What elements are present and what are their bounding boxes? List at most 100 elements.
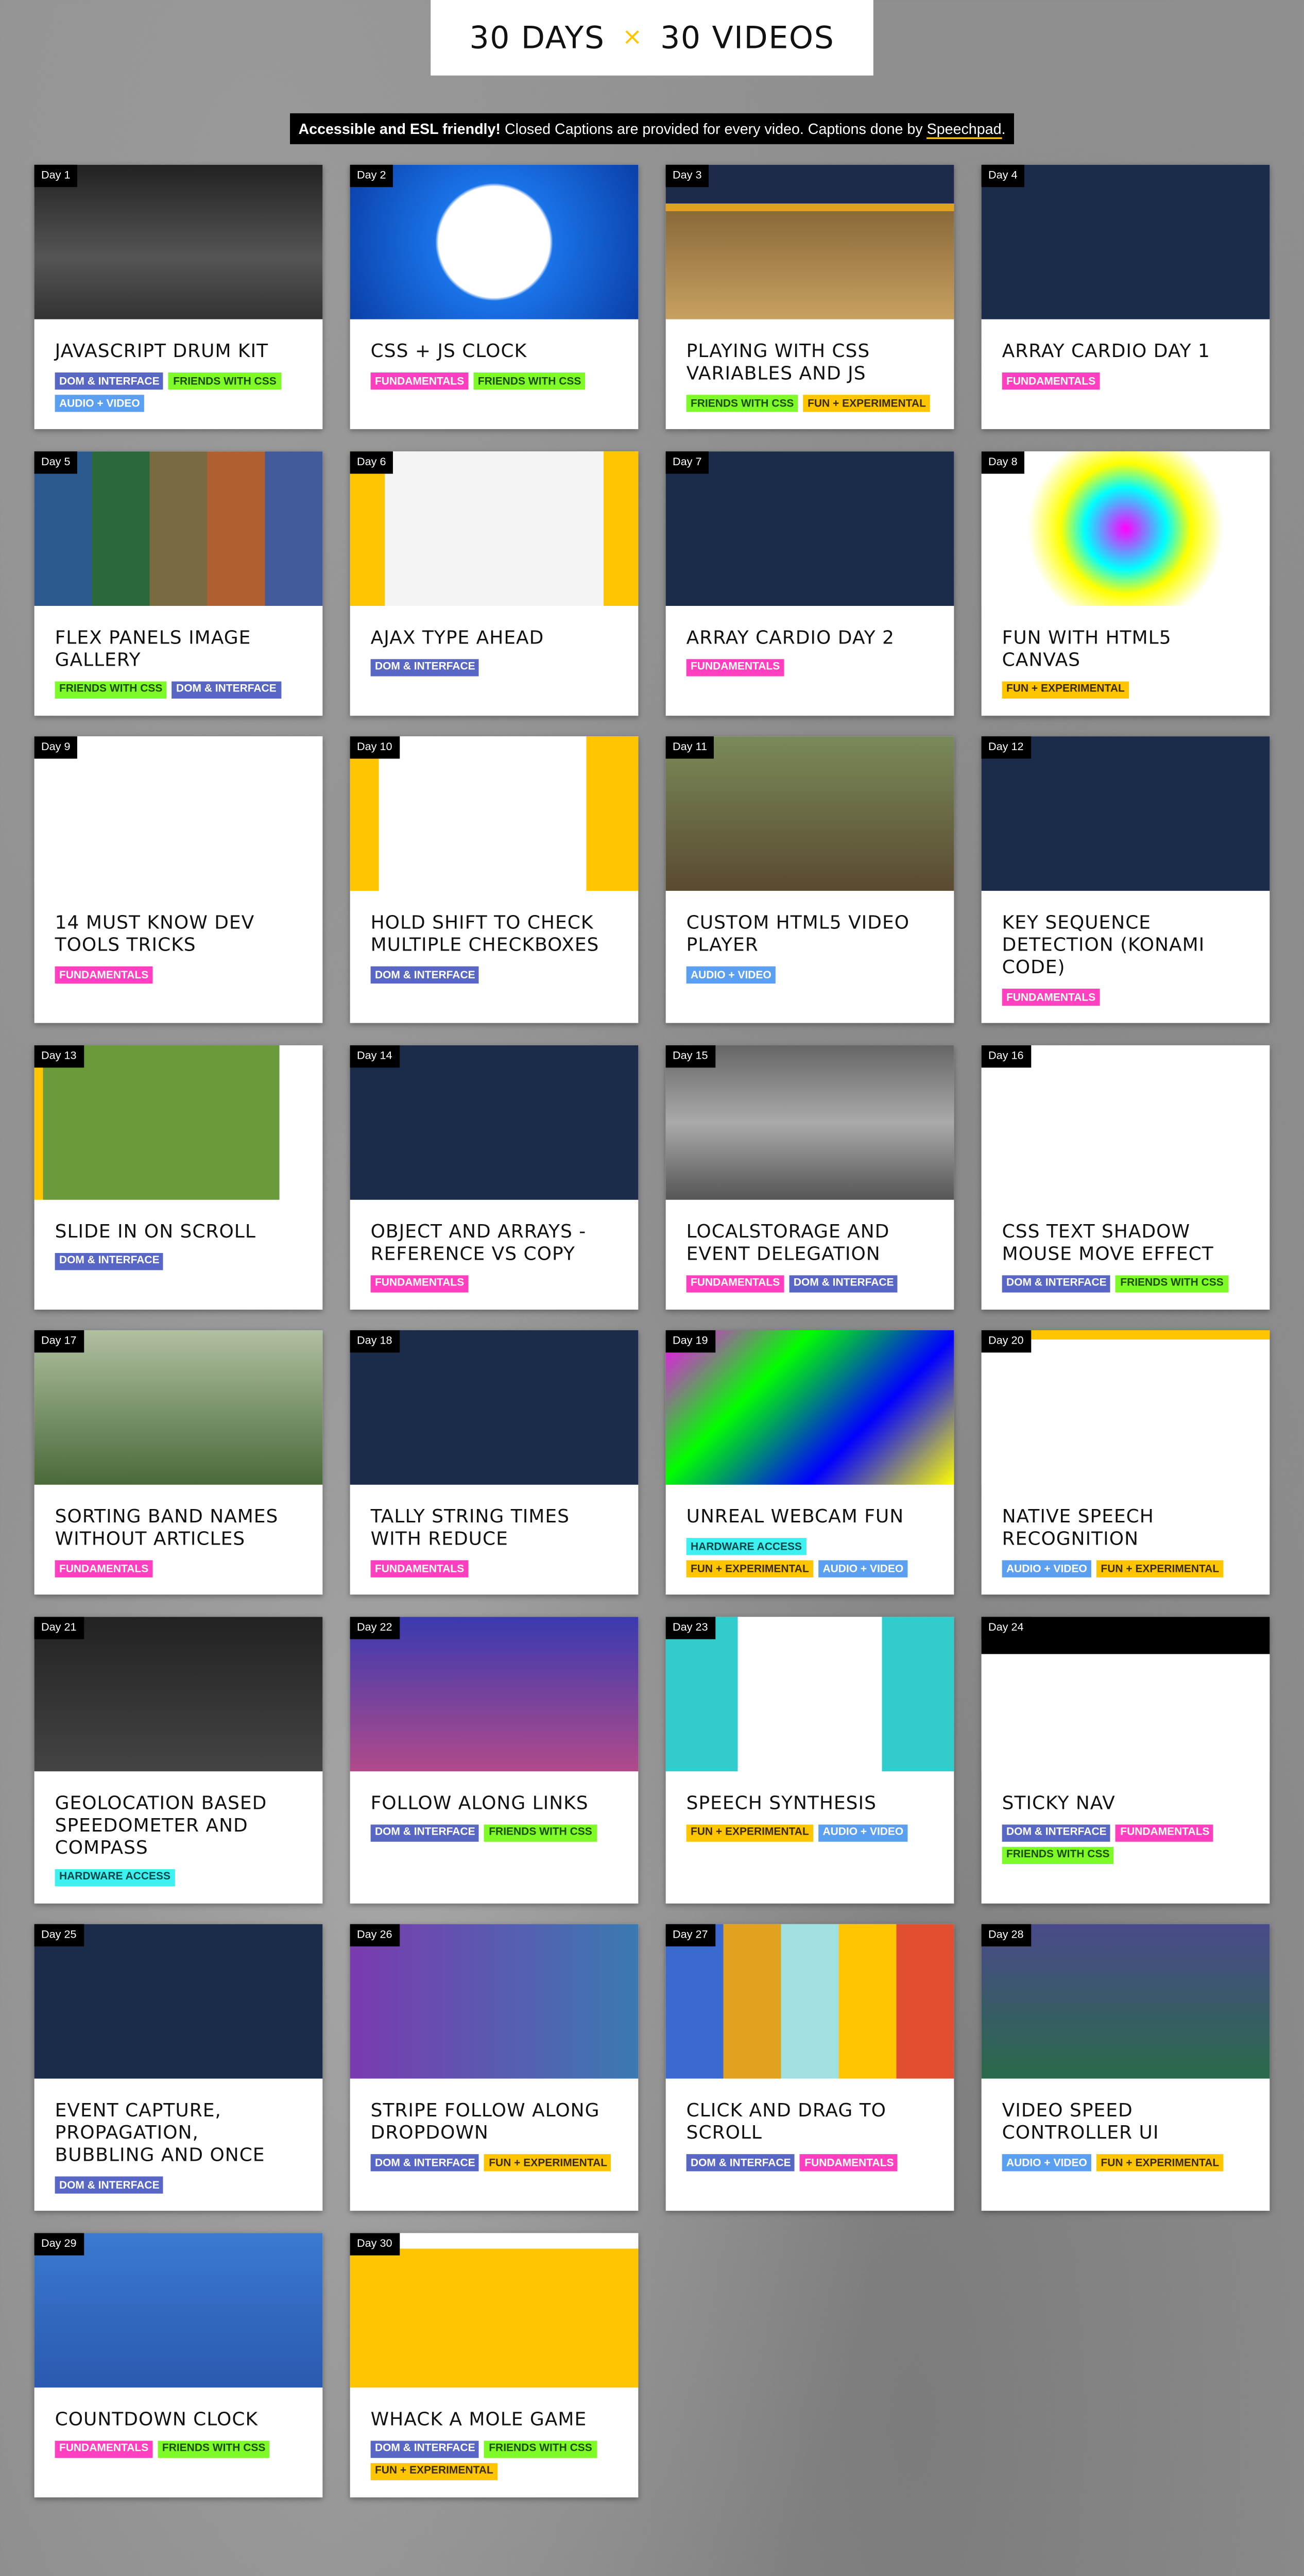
project-card[interactable]: Day 26 STRIPE FOLLOW ALONG DROPDOWN DOM & … [350,1924,639,2211]
day-label: Day 27 [665,1924,715,1947]
thumbnail: Day 5 [34,450,323,605]
project-card[interactable]: Day 24 STICKY NAV DOM & INTERFACE FUNDAMENT… [981,1616,1270,1903]
tag-list: FUNDAMENTALS [55,1560,302,1578]
project-card[interactable]: Day 2 CSS + JS CLOCK FUNDAMENTALS FRIENDS W… [350,164,639,429]
project-card[interactable]: Day 23 SPEECH SYNTHESIS FUN + EXPERIMENTAL… [665,1616,954,1903]
title-left: 30 DAYS [469,20,605,56]
day-label: Day 17 [34,1330,83,1353]
day-label: Day 18 [350,1330,399,1353]
speechpad-link[interactable]: Speechpad [926,120,1002,139]
project-card[interactable]: Day 13 SLIDE IN ON SCROLL DOM & INTERFACE [34,1044,323,1309]
thumbnail: Day 2 [350,164,639,319]
project-card[interactable]: Day 10 HOLD SHIFT TO CHECK MULTIPLE CHECK… [350,736,639,1023]
tag-list: DOM & INTERFACE FRIENDS WITH CSS [370,1823,618,1841]
tag: FUNDAMENTALS [55,966,153,984]
tag-list: HARDWARE ACCESS [55,1868,302,1886]
day-label: Day 10 [350,736,399,759]
project-card[interactable]: Day 17 SORTING BAND NAMES WITHOUT ARTICLE… [34,1330,323,1595]
tag: DOM & INTERFACE [1002,1274,1111,1292]
tag: AUDIO + VIDEO [55,395,145,412]
thumbnail: Day 18 [350,1330,639,1485]
tag: DOM & INTERFACE [370,966,479,984]
day-label: Day 30 [350,2232,399,2255]
card-title: VIDEO SPEED CONTROLLER UI [1002,2099,1159,2144]
day-label: Day 7 [665,450,709,473]
project-card[interactable]: Day 25 EVENT CAPTURE, PROPAGATION, BUBBLI… [34,1924,323,2211]
project-card[interactable]: Day 4 ARRAY CARDIO DAY 1 FUNDAMENTALS [981,164,1270,429]
thumbnail: Day 29 [34,2232,323,2387]
project-card[interactable]: Day 27 CLICK AND DRAG TO SCROLL DOM & INTE… [665,1924,954,2211]
card-title: LOCALSTORAGE AND EVENT DELEGATION [686,1219,890,1264]
tag-list: FUNDAMENTALS [1002,988,1249,1006]
project-card[interactable]: Day 22 FOLLOW ALONG LINKS DOM & INTERFACE F… [350,1616,639,1903]
tag-list: DOM & INTERFACE FRIENDS WITH CSS [1002,1274,1249,1292]
tag: FUN + EXPERIMENTAL [484,2154,612,2172]
tag: FRIENDS WITH CSS [473,372,586,390]
tag-list: FRIENDS WITH CSS FUN + EXPERIMENTAL [686,395,934,412]
project-card[interactable]: Day 30 WHACK A MOLE GAME DOM & INTERFACE FR… [350,2232,639,2497]
card-title: STRIPE FOLLOW ALONG DROPDOWN [370,2099,600,2144]
project-card[interactable]: Day 5 FLEX PANELS IMAGE GALLERY FRIENDS WI… [34,450,323,715]
tag: DOM & INTERFACE [55,1252,164,1269]
card-title: SORTING BAND NAMES WITHOUT ARTICLES [55,1505,279,1550]
project-card[interactable]: Day 16 CSS TEXT SHADOW MOUSE MOVE EFFECT D… [981,1044,1270,1309]
thumbnail: Day 21 [34,1616,323,1771]
thumbnail: Day 20 [981,1330,1270,1485]
project-card[interactable]: Day 14 OBJECT AND ARRAYS - REFERENCE VS C… [350,1044,639,1309]
thumbnail: Day 13 [34,1044,323,1199]
day-label: Day 3 [665,164,709,188]
tag: FUNDAMENTALS [800,2154,898,2172]
tag: FUNDAMENTALS [1002,372,1100,390]
project-card[interactable]: Day 1 JAVASCRIPT DRUM KIT DOM & INTERFACE F… [34,164,323,429]
project-card[interactable]: Day 21 GEOLOCATION BASED SPEEDOMETER AND … [34,1616,323,1903]
card-title: CUSTOM HTML5 VIDEO PLAYER [686,911,910,956]
project-card[interactable]: Day 9 14 MUST KNOW DEV TOOLS TRICKS FUNDAM… [34,736,323,1023]
tag: FUNDAMENTALS [686,658,784,675]
card-title: STICKY NAV [1002,1791,1116,1814]
tag: AUDIO + VIDEO [686,966,776,984]
project-card[interactable]: Day 6 AJAX TYPE AHEAD DOM & INTERFACE [350,450,639,715]
tag: FUNDAMENTALS [1116,1823,1214,1841]
project-card[interactable]: Day 3 PLAYING WITH CSS VARIABLES AND JS FR… [665,164,954,429]
project-card[interactable]: Day 15 LOCALSTORAGE AND EVENT DELEGATION F… [665,1044,954,1309]
day-label: Day 14 [350,1044,399,1067]
tag: FUNDAMENTALS [370,1560,469,1578]
tag-list: FUN + EXPERIMENTAL [1002,680,1249,698]
tag: DOM & INTERFACE [370,658,479,675]
project-card[interactable]: Day 7 ARRAY CARDIO DAY 2 FUNDAMENTALS [665,450,954,715]
tag-list: FUNDAMENTALS [1002,372,1249,390]
project-card[interactable]: Day 11 CUSTOM HTML5 VIDEO PLAYER AUDIO + V… [665,736,954,1023]
project-card[interactable]: Day 29 COUNTDOWN CLOCK FUNDAMENTALS FRIENDS… [34,2232,323,2497]
tag-list: DOM & INTERFACE [55,1252,302,1269]
tag-list: DOM & INTERFACE [55,2176,302,2194]
day-label: Day 15 [665,1044,715,1067]
tag: FRIENDS WITH CSS [168,372,281,390]
tag: AUDIO + VIDEO [818,1823,908,1841]
tag: AUDIO + VIDEO [1002,1560,1092,1578]
tag-list: FUN + EXPERIMENTAL AUDIO + VIDEO [686,1823,934,1841]
thumbnail: Day 25 [34,1924,323,2079]
notice-strong: Accessible and ESL friendly! [298,120,501,138]
tag-list: FUNDAMENTALS FRIENDS WITH CSS [370,372,618,390]
project-card[interactable]: Day 18 TALLY STRING TIMES WITH REDUCE FUND… [350,1330,639,1595]
day-label: Day 29 [34,2232,83,2255]
day-label: Day 12 [981,736,1031,759]
project-card[interactable]: Day 20 NATIVE SPEECH RECOGNITION AUDIO + V… [981,1330,1270,1595]
project-card[interactable]: Day 28 VIDEO SPEED CONTROLLER UI AUDIO + V… [981,1924,1270,2211]
tag-list: HARDWARE ACCESS FUN + EXPERIMENTAL AUDIO +… [686,1538,934,1578]
day-label: Day 1 [34,164,77,188]
tag: DOM & INTERFACE [370,1823,479,1841]
card-title: JAVASCRIPT DRUM KIT [55,340,269,362]
day-label: Day 16 [981,1044,1031,1067]
project-card[interactable]: Day 12 KEY SEQUENCE DETECTION (KONAMI COD… [981,736,1270,1023]
thumbnail: Day 23 [665,1616,954,1771]
card-title: ARRAY CARDIO DAY 1 [1002,340,1210,362]
card-title: NATIVE SPEECH RECOGNITION [1002,1505,1154,1550]
notice-text: Closed Captions are provided for every v… [504,120,923,138]
tag: HARDWARE ACCESS [686,1538,807,1555]
project-card[interactable]: Day 8 FUN WITH HTML5 CANVAS FUN + EXPERIME… [981,450,1270,715]
project-card[interactable]: Day 19 UNREAL WEBCAM FUN HARDWARE ACCESS FU… [665,1330,954,1595]
thumbnail: Day 24 [981,1616,1270,1771]
